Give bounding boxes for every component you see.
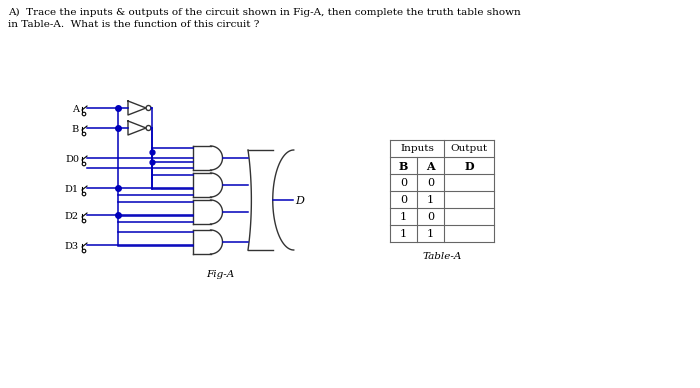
- Text: Inputs: Inputs: [400, 144, 434, 153]
- Text: D2: D2: [65, 212, 79, 221]
- Text: 0: 0: [427, 212, 434, 222]
- Text: D1: D1: [65, 185, 79, 194]
- Text: A: A: [426, 161, 435, 172]
- Text: Output: Output: [450, 144, 488, 153]
- Text: 1: 1: [400, 229, 407, 239]
- Text: B: B: [399, 161, 408, 172]
- Text: A)  Trace the inputs & outputs of the circuit shown in Fig-A, then complete the : A) Trace the inputs & outputs of the cir…: [8, 8, 521, 17]
- Text: A: A: [72, 105, 79, 114]
- Text: 1: 1: [427, 195, 434, 205]
- Text: D: D: [295, 196, 304, 206]
- Text: 0: 0: [400, 195, 407, 205]
- Text: Fig-A: Fig-A: [206, 270, 234, 279]
- Text: 0: 0: [400, 178, 407, 188]
- Text: D: D: [464, 161, 474, 172]
- Text: D3: D3: [65, 242, 79, 251]
- Text: 1: 1: [400, 212, 407, 222]
- Text: in Table-A.  What is the function of this circuit ?: in Table-A. What is the function of this…: [8, 20, 260, 29]
- Text: D0: D0: [65, 155, 79, 164]
- Text: 1: 1: [427, 229, 434, 239]
- Text: 0: 0: [427, 178, 434, 188]
- Text: Table-A: Table-A: [422, 252, 462, 261]
- Text: B: B: [71, 125, 79, 134]
